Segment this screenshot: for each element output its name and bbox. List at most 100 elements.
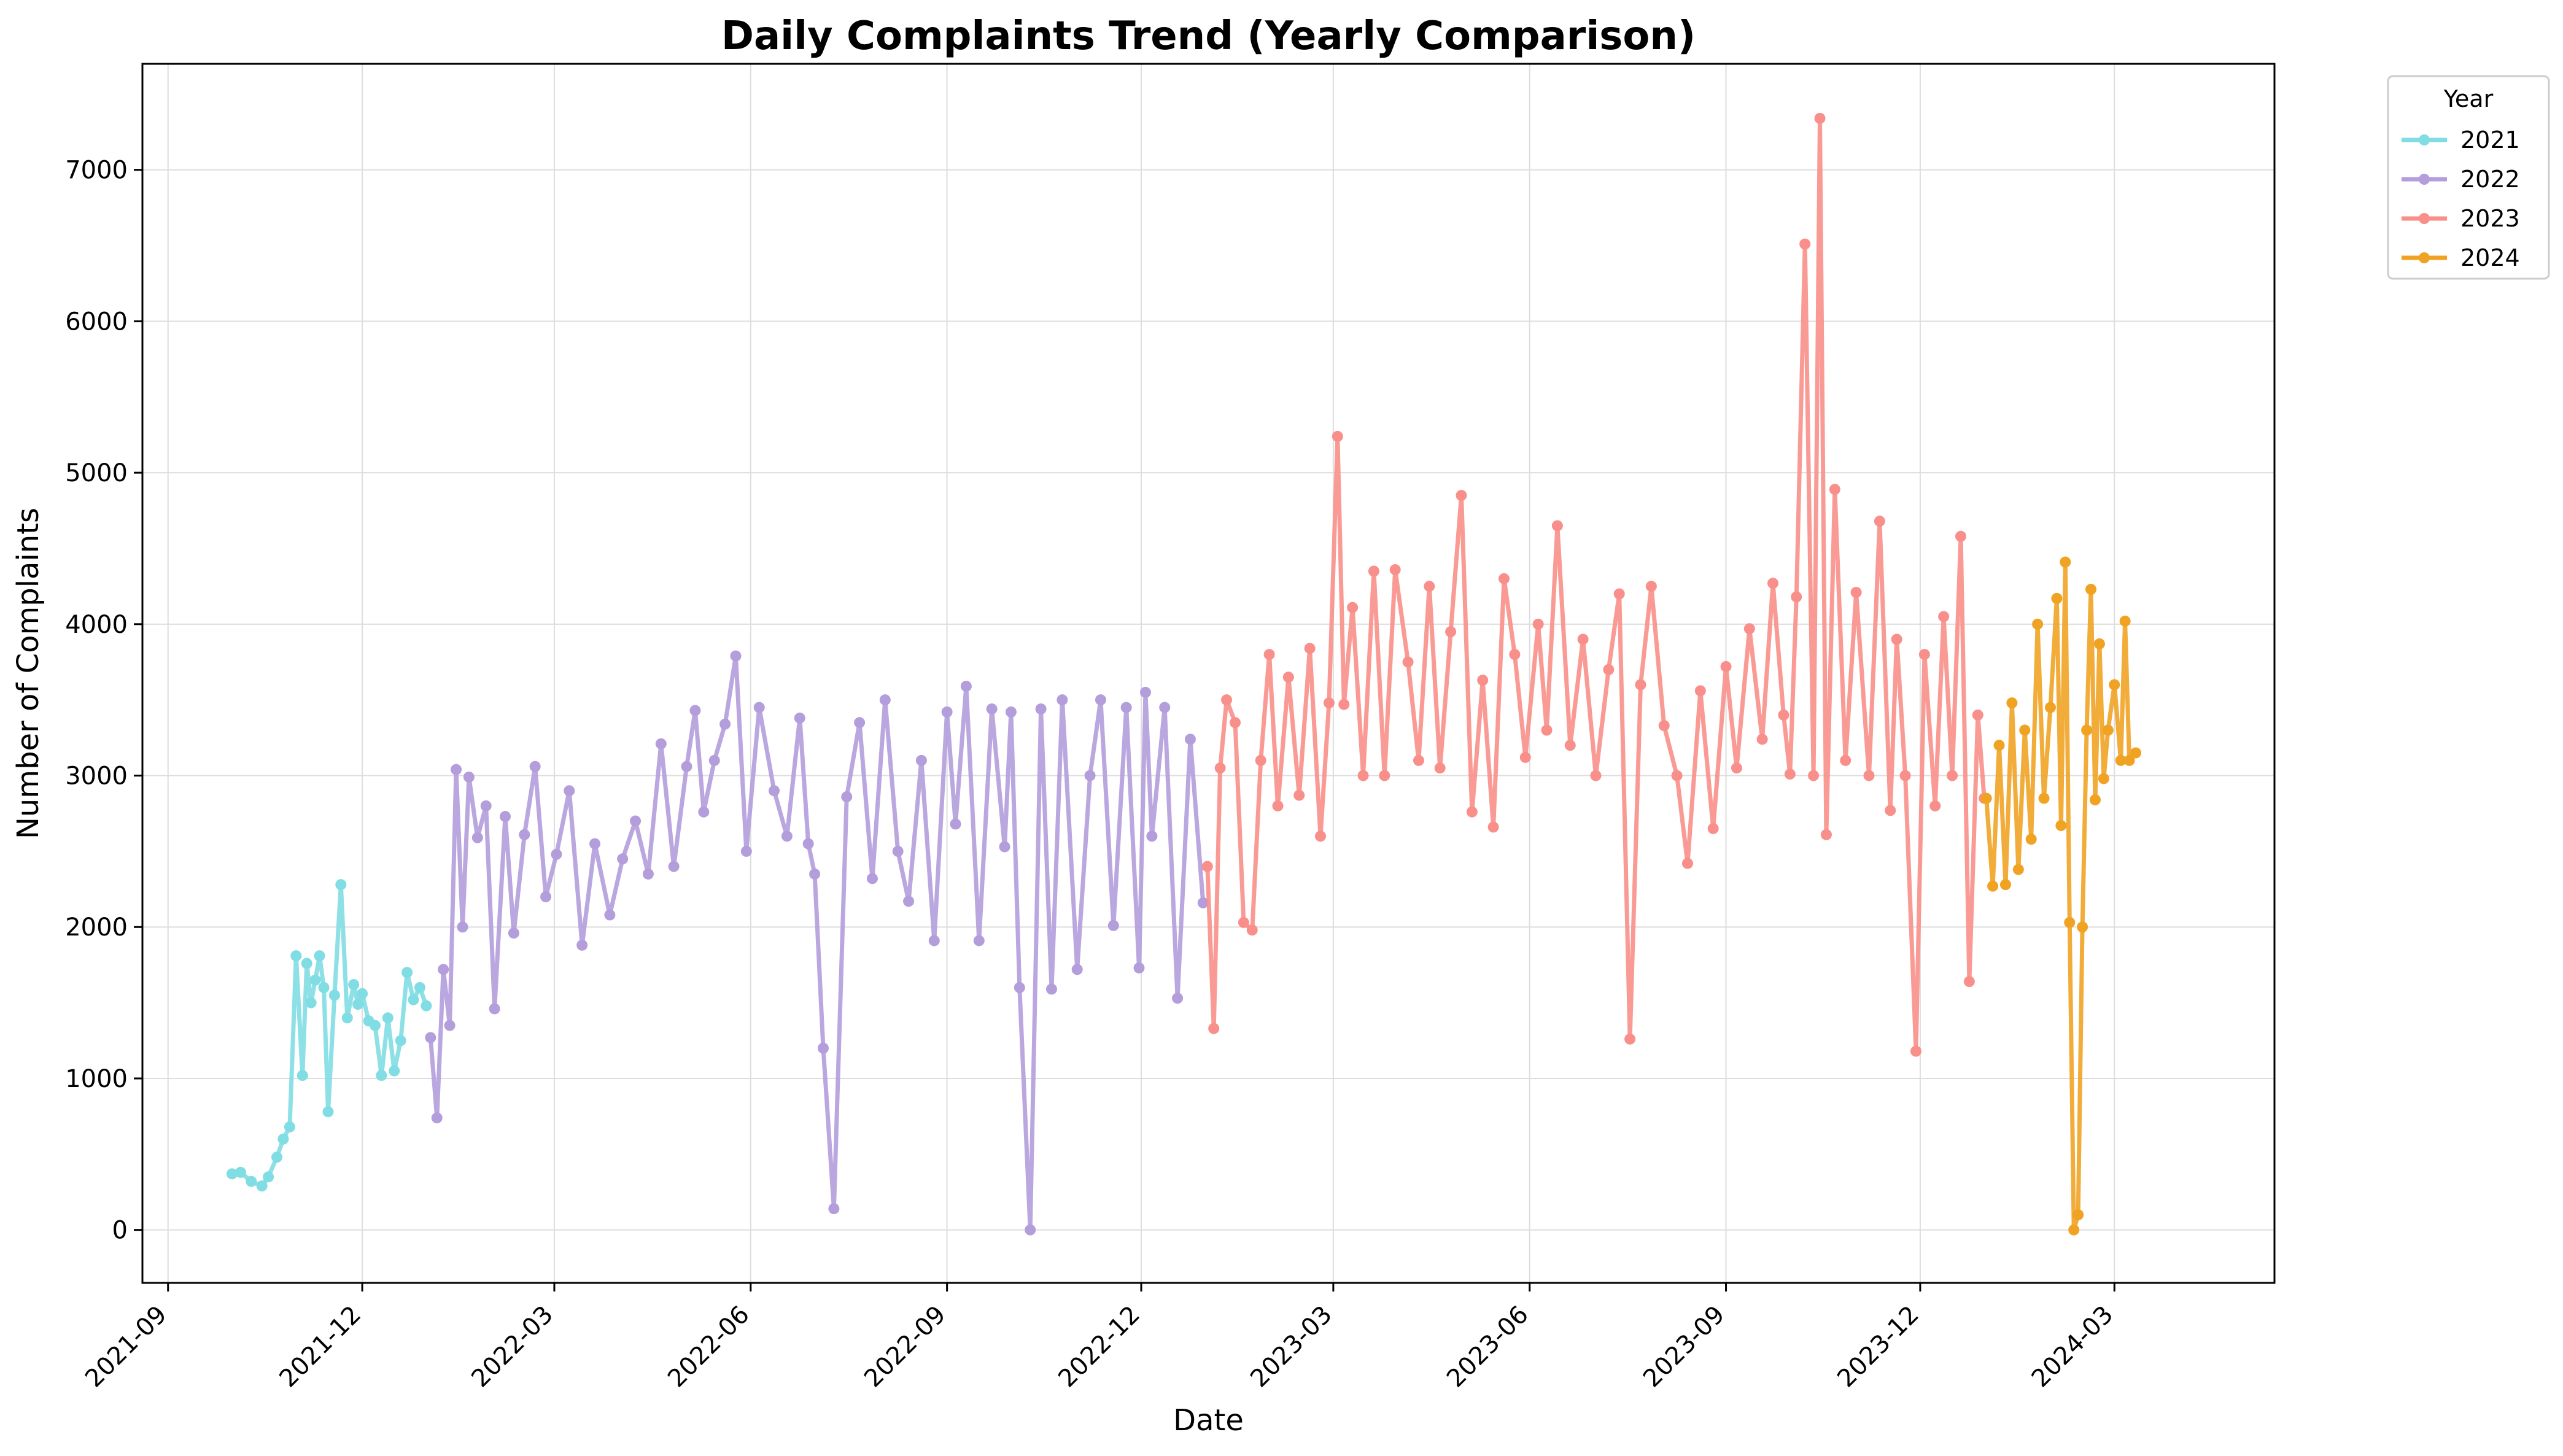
data-point: [1402, 656, 1414, 668]
data-point: [438, 964, 449, 975]
data-point: [1413, 754, 1424, 766]
data-point: [1332, 430, 1343, 442]
data-point: [2051, 592, 2063, 604]
data-point: [1551, 520, 1563, 532]
data-point: [1694, 685, 1706, 697]
data-point: [1955, 530, 1966, 542]
data-point: [1159, 702, 1171, 713]
data-point: [263, 1171, 274, 1183]
data-point: [708, 754, 720, 766]
data-point: [915, 754, 927, 766]
data-point: [408, 994, 419, 1005]
data-point: [1172, 993, 1184, 1004]
legend-label: 2021: [2460, 126, 2520, 153]
data-point: [1498, 573, 1510, 584]
legend-title: Year: [2443, 85, 2494, 112]
legend-label: 2022: [2460, 166, 2520, 193]
data-point: [941, 706, 953, 718]
legend-label: 2023: [2460, 205, 2520, 232]
data-point: [463, 771, 475, 783]
data-point: [950, 818, 961, 830]
data-point: [1456, 490, 1467, 501]
data-point: [1347, 602, 1359, 613]
data-point: [256, 1180, 268, 1192]
data-point: [1095, 694, 1106, 706]
data-point: [1293, 789, 1305, 801]
data-point: [630, 815, 642, 827]
data-point: [2012, 864, 2024, 875]
data-point: [1263, 649, 1275, 660]
data-point: [1133, 962, 1145, 974]
data-point: [290, 950, 302, 962]
data-point: [540, 891, 552, 902]
data-point: [1891, 633, 1902, 645]
data-point: [2109, 679, 2120, 691]
data-point: [1850, 587, 1862, 598]
y-tick-label: 1000: [65, 1065, 128, 1093]
data-point: [1799, 238, 1811, 250]
data-point: [2119, 615, 2131, 627]
data-point: [854, 717, 866, 729]
x-axis-label: Date: [1173, 1403, 1244, 1438]
data-point: [1532, 618, 1544, 630]
data-point: [794, 712, 805, 724]
data-point: [551, 848, 562, 860]
data-point: [457, 921, 468, 933]
data-point: [1541, 724, 1553, 736]
data-point: [817, 1042, 829, 1054]
y-tick-label: 7000: [65, 157, 128, 185]
data-point: [1564, 740, 1576, 751]
data-point: [401, 967, 413, 978]
data-point: [2077, 921, 2088, 933]
data-point: [451, 764, 462, 775]
data-point: [2025, 834, 2037, 845]
data-point: [681, 761, 692, 772]
data-point: [421, 1000, 432, 1012]
data-point: [1014, 982, 1025, 993]
data-point: [1477, 675, 1489, 686]
data-point: [297, 1070, 308, 1082]
data-point: [322, 1106, 334, 1118]
data-point: [879, 694, 891, 706]
legend-marker: [2419, 213, 2430, 224]
data-point: [1613, 588, 1625, 600]
data-point: [1221, 694, 1233, 706]
data-point: [1743, 623, 1755, 635]
data-point: [1519, 751, 1531, 763]
data-point: [2038, 792, 2050, 804]
data-point: [2032, 618, 2044, 630]
data-point: [604, 909, 616, 921]
data-point: [1197, 897, 1209, 908]
data-point: [1980, 792, 1992, 804]
data-point: [1778, 709, 1789, 721]
data-point: [352, 999, 364, 1010]
data-point: [301, 958, 312, 969]
data-point: [1658, 720, 1670, 732]
data-point: [928, 935, 940, 947]
data-point: [1938, 611, 1950, 622]
data-point: [1255, 754, 1266, 766]
data-point: [960, 680, 972, 692]
data-point: [414, 982, 425, 993]
data-point: [1107, 920, 1119, 931]
data-point: [1820, 829, 1832, 840]
data-point: [328, 989, 340, 1001]
data-point: [753, 702, 765, 713]
data-point: [576, 939, 588, 951]
data-point: [655, 738, 667, 749]
data-point: [1057, 694, 1068, 706]
y-tick-label: 5000: [65, 459, 128, 487]
data-point: [277, 1133, 289, 1145]
data-point: [1071, 964, 1083, 975]
data-point: [617, 853, 629, 865]
data-point: [389, 1065, 400, 1077]
data-point: [1466, 806, 1478, 818]
data-point: [227, 1168, 238, 1180]
data-point: [1767, 578, 1779, 589]
data-point: [1184, 734, 1196, 745]
data-point: [1229, 717, 1241, 729]
data-point: [1389, 564, 1401, 576]
gridlines: [142, 64, 2274, 1283]
data-point: [431, 1112, 443, 1124]
data-point: [376, 1070, 387, 1082]
